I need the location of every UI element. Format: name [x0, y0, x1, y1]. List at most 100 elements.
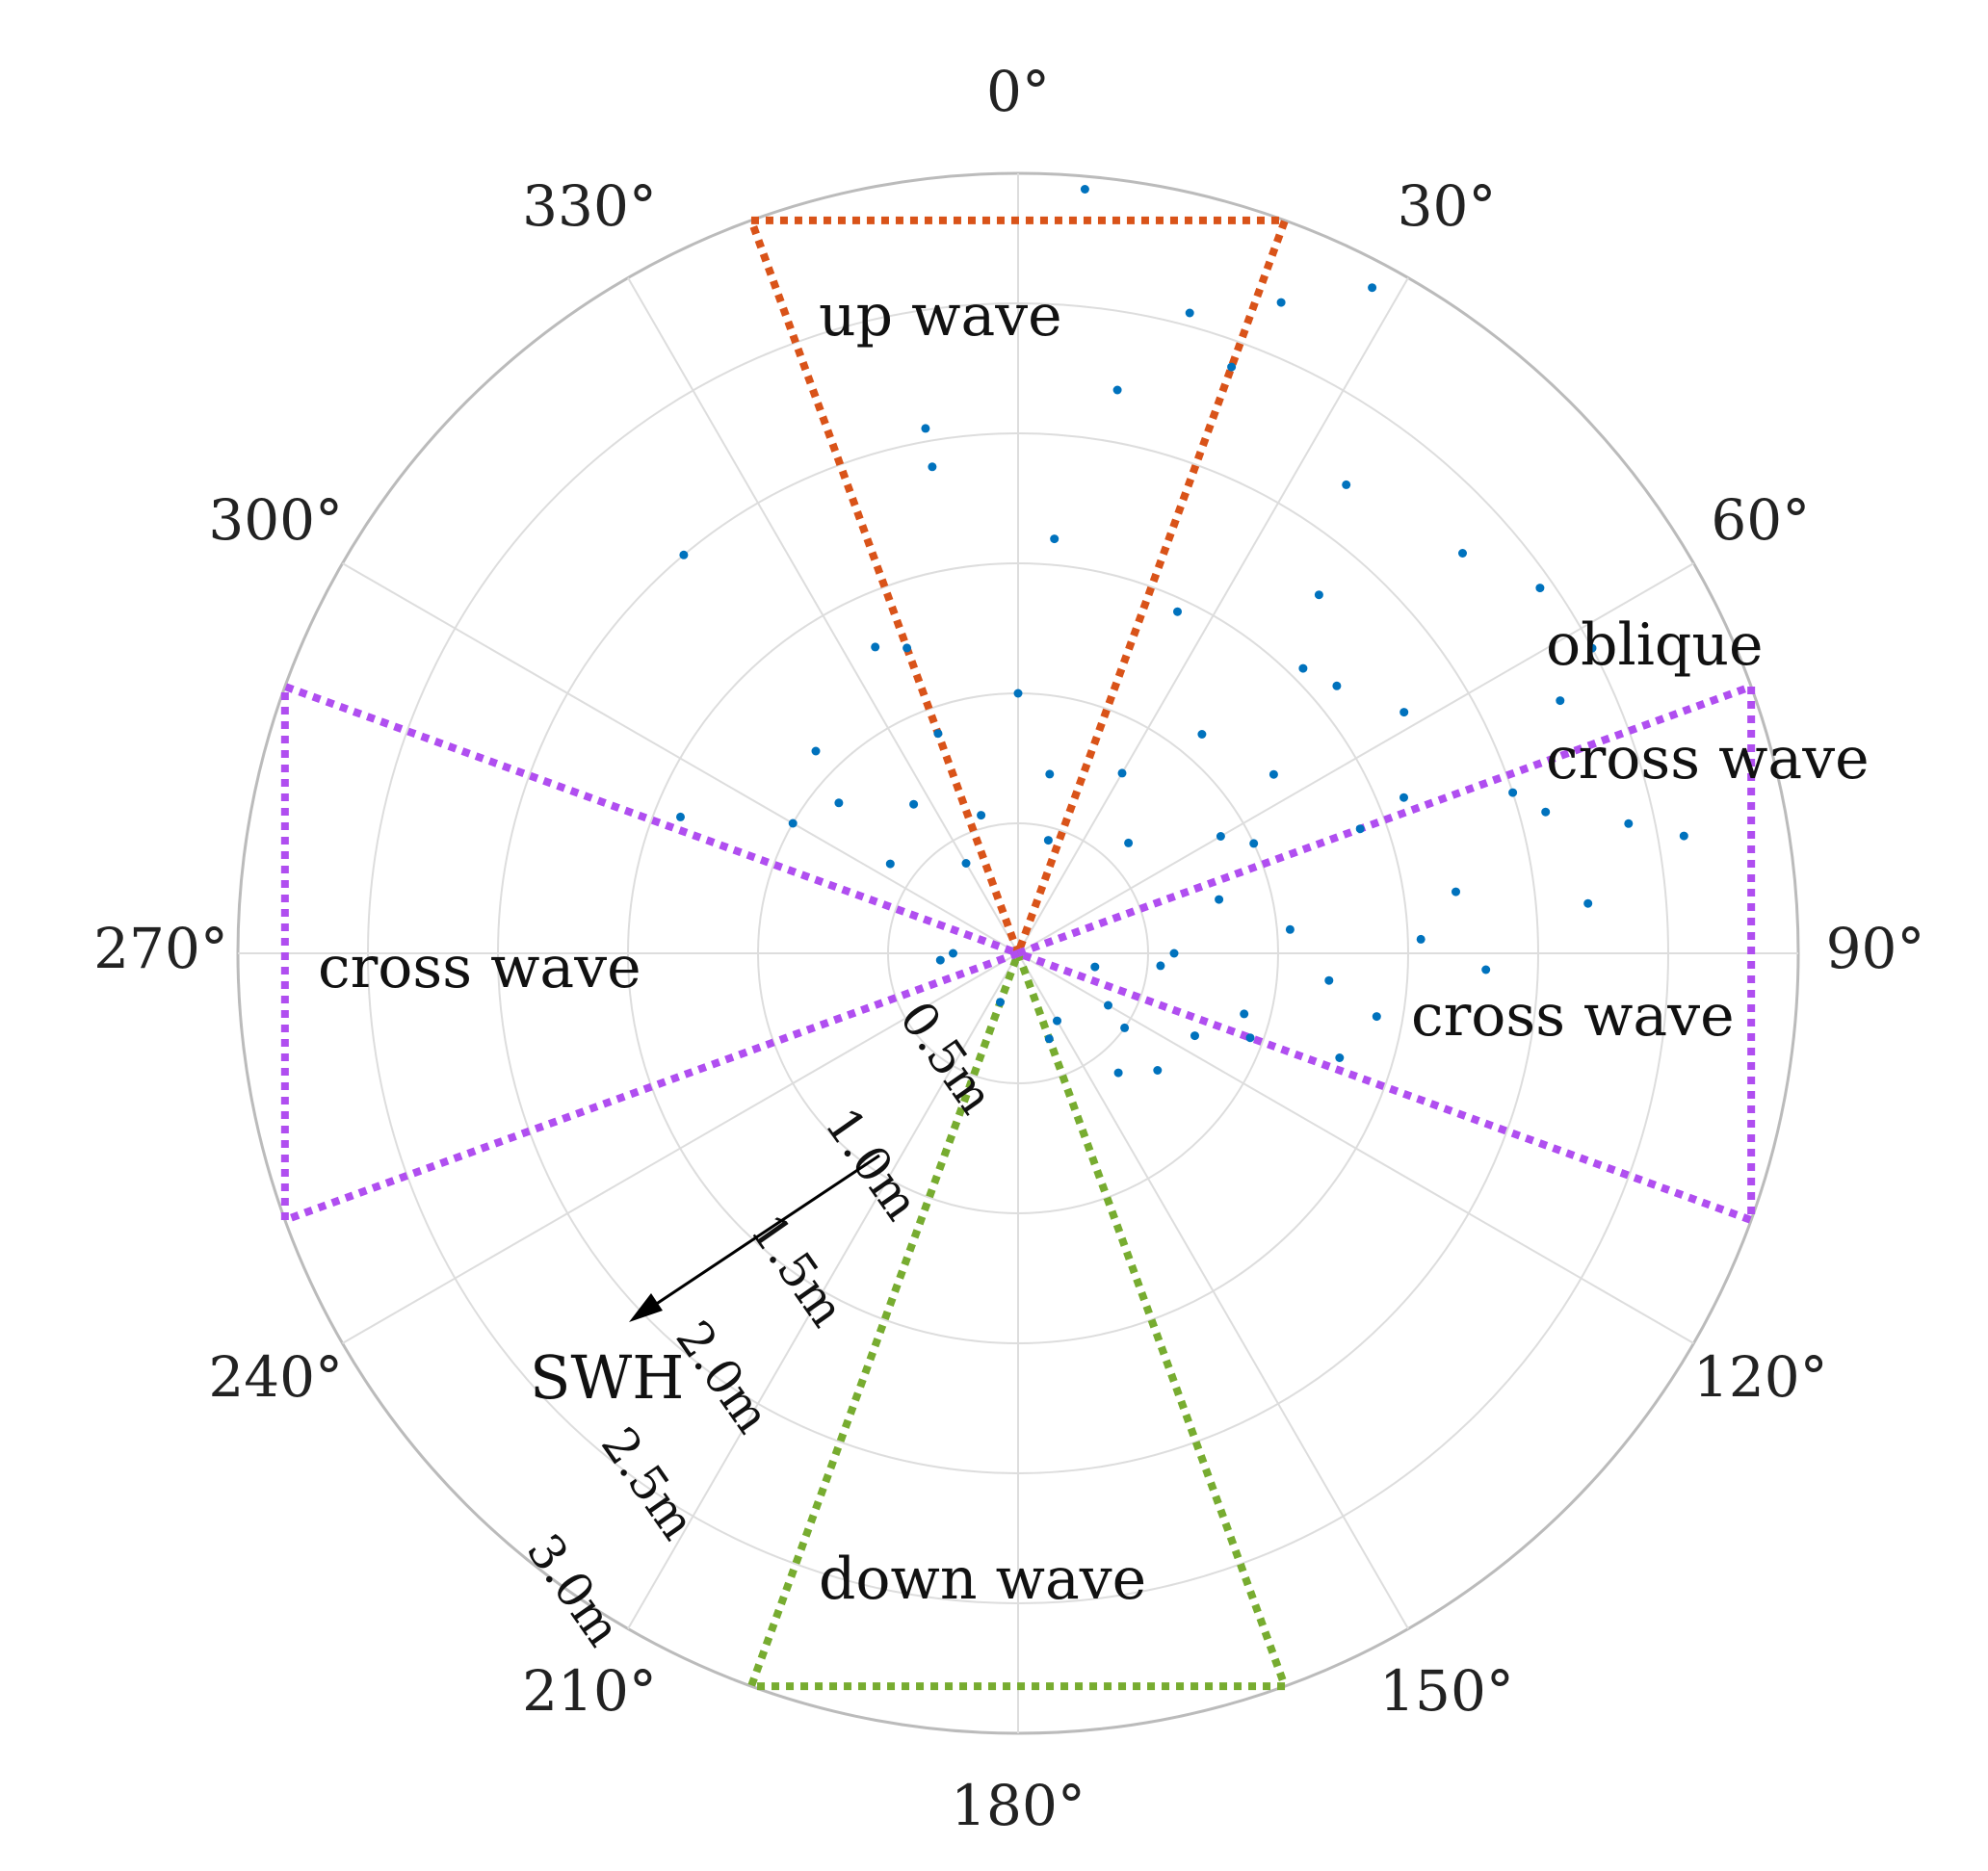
data-point: [1173, 607, 1182, 616]
label-up-wave: up wave: [819, 282, 1062, 350]
angle-tick-label: 60°: [1711, 487, 1810, 553]
data-point: [1335, 1053, 1345, 1062]
data-point: [921, 424, 930, 433]
data-point: [1276, 298, 1286, 307]
data-point: [1156, 961, 1165, 971]
data-point: [933, 729, 943, 739]
angular-grid-line: [342, 952, 1019, 1344]
region-cross-wave: [280, 681, 1030, 1226]
data-point: [928, 462, 937, 472]
data-point: [1120, 1023, 1130, 1032]
data-point: [1355, 824, 1365, 834]
data-point: [1043, 836, 1053, 845]
data-point: [1240, 1009, 1249, 1019]
angle-tick-label: 90°: [1826, 916, 1925, 981]
data-point: [1368, 283, 1377, 293]
label-oblique: oblique: [1546, 611, 1763, 679]
data-point: [1399, 708, 1409, 717]
data-point: [1556, 696, 1565, 706]
data-point: [1013, 689, 1023, 698]
data-point: [1190, 1031, 1199, 1041]
data-point: [1314, 590, 1323, 600]
polar-grid: [236, 171, 1800, 1735]
data-point: [1458, 549, 1467, 558]
angle-tick-label: 240°: [208, 1344, 343, 1410]
data-point: [1342, 480, 1351, 489]
data-point: [1298, 663, 1308, 673]
data-point: [1215, 895, 1224, 904]
data-point: [811, 746, 821, 756]
data-point: [1124, 838, 1134, 847]
data-point: [679, 550, 689, 559]
label-oblique-cross-wave: cross wave: [1546, 725, 1870, 793]
data-point: [1332, 681, 1342, 690]
swh-arrow-head: [629, 1293, 663, 1322]
data-point: [1583, 898, 1593, 908]
data-point: [871, 642, 880, 652]
data-point: [676, 812, 685, 821]
data-point: [1045, 769, 1055, 779]
data-point: [885, 859, 895, 869]
data-point: [1185, 308, 1194, 318]
data-point: [834, 798, 844, 808]
region-up-wave: [746, 216, 1291, 965]
radius-tick-label: 0.5m: [889, 992, 1005, 1124]
angular-grid-line: [1017, 562, 1694, 954]
swh-arrow: [640, 1154, 880, 1316]
data-point: [1416, 934, 1426, 944]
angle-tick-label: 30°: [1398, 173, 1497, 239]
angular-grid-line: [1017, 277, 1409, 954]
data-point: [977, 811, 986, 820]
label-down-wave: down wave: [819, 1546, 1146, 1613]
label-cross-wave-right: cross wave: [1411, 982, 1735, 1050]
data-point: [1080, 185, 1089, 194]
radius-tick-label: 1.0m: [814, 1098, 929, 1230]
data-point: [902, 643, 912, 653]
radius-tick-label: 2.5m: [590, 1417, 706, 1549]
data-point: [1216, 832, 1225, 841]
data-point: [1245, 1033, 1255, 1043]
angle-tick-label: 330°: [522, 173, 657, 239]
angular-grid-line: [1017, 952, 1409, 1629]
data-point: [1197, 730, 1207, 739]
data-point: [1324, 975, 1334, 985]
data-point: [1117, 768, 1127, 778]
data-point: [1227, 362, 1237, 372]
scatter-points: [676, 185, 1688, 1078]
swh-label: SWH: [530, 1342, 684, 1413]
region-cross-wave: [1007, 681, 1756, 1226]
data-point: [961, 859, 971, 868]
data-point: [1153, 1066, 1163, 1075]
data-point: [788, 819, 798, 828]
angular-grid-line: [342, 562, 1019, 954]
label-cross-wave-left: cross wave: [318, 934, 641, 1001]
angular-grid-line: [1017, 952, 1694, 1344]
data-point: [1679, 831, 1688, 841]
data-point: [1104, 1000, 1112, 1010]
data-point: [1050, 534, 1059, 544]
data-point: [949, 948, 957, 958]
data-point: [1535, 584, 1545, 593]
angle-tick-label: 210°: [522, 1658, 657, 1724]
angle-tick-label: 270°: [93, 916, 228, 981]
data-point: [1053, 1016, 1061, 1026]
data-point: [1090, 962, 1100, 972]
data-point: [1587, 643, 1597, 653]
angular-grid-line: [627, 277, 1019, 954]
data-point: [1169, 948, 1179, 958]
region-down-wave: [746, 942, 1291, 1691]
angle-tick-label: 150°: [1379, 1658, 1514, 1724]
angular-grid-line: [627, 952, 1019, 1629]
data-point: [1508, 788, 1518, 797]
angle-tick-label: 0°: [986, 59, 1050, 124]
data-point: [1541, 807, 1551, 817]
radius-tick-label: 3.0m: [516, 1524, 632, 1656]
data-point: [1044, 1034, 1054, 1044]
angle-tick-label: 180°: [951, 1773, 1086, 1838]
data-point: [1624, 819, 1634, 828]
angle-tick-label: 300°: [208, 487, 343, 553]
data-point: [1452, 887, 1460, 897]
data-point: [1269, 769, 1278, 779]
data-point: [1249, 839, 1259, 848]
